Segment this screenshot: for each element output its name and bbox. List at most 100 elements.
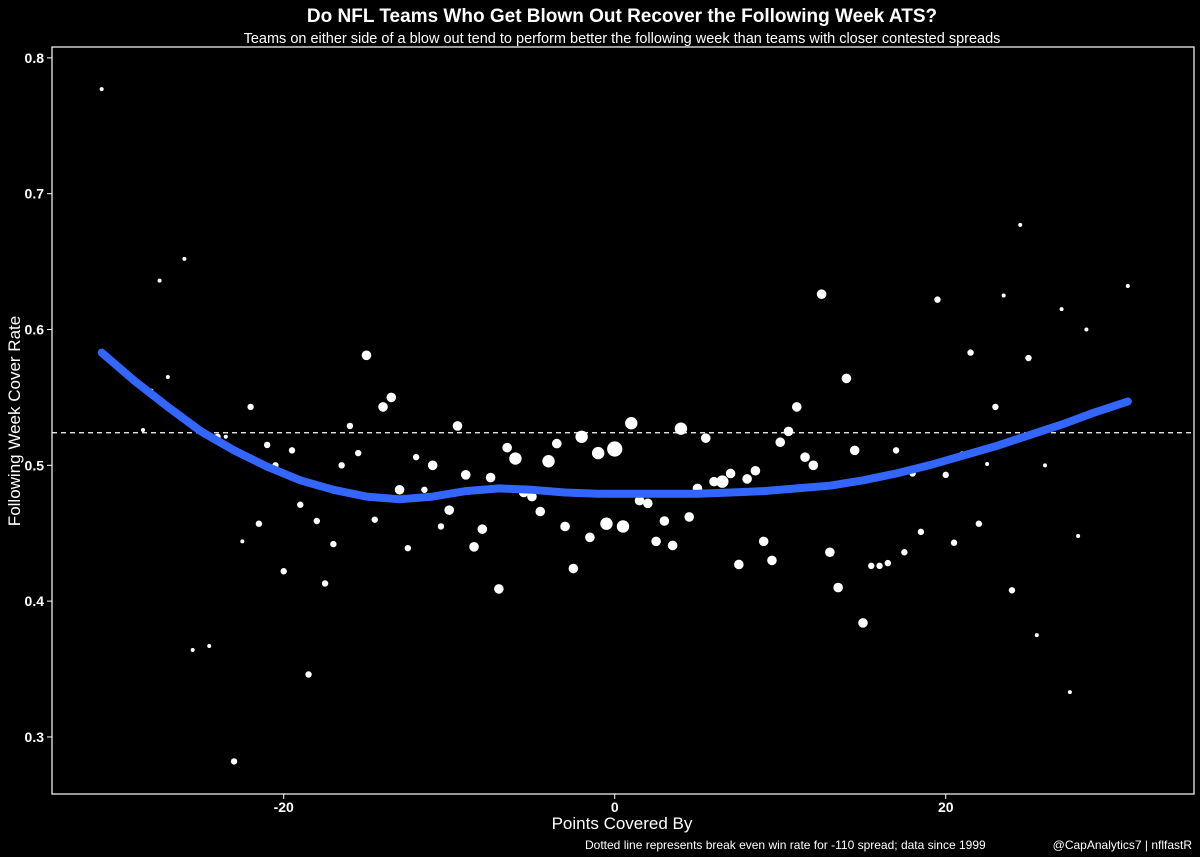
data-point [700, 433, 711, 443]
data-point [288, 447, 296, 454]
caption-credit: @CapAnalytics7 | nflfastR [1053, 838, 1193, 852]
data-point [255, 520, 263, 527]
data-point [421, 486, 428, 493]
plot-panel-border [51, 46, 1195, 795]
data-point [412, 453, 420, 461]
chart-title: Do NFL Teams Who Get Blown Out Recover t… [307, 6, 937, 27]
data-point [659, 516, 670, 526]
data-point [346, 422, 354, 430]
y-tick-label: 0.5 [25, 457, 45, 473]
data-point [767, 555, 777, 566]
data-point [643, 498, 653, 509]
data-point [1059, 307, 1064, 312]
data-point [674, 422, 688, 435]
chart-subtitle: Teams on either side of a blow out tend … [244, 31, 1001, 47]
data-point [437, 523, 445, 530]
data-point [575, 430, 588, 443]
data-point [1067, 690, 1072, 695]
data-point [808, 460, 819, 471]
data-point [542, 455, 555, 468]
data-point [742, 474, 752, 484]
y-tick-label: 0.8 [25, 50, 45, 66]
x-tick-label: 0 [611, 799, 619, 815]
data-point [684, 512, 695, 522]
data-point [404, 544, 412, 552]
y-tick-label: 0.3 [25, 729, 45, 745]
data-point [992, 403, 999, 411]
data-point [444, 505, 455, 515]
data-point [934, 296, 941, 303]
y-tick-label: 0.6 [25, 322, 45, 338]
data-point [758, 536, 769, 547]
x-axis: -20 0 20 [274, 794, 954, 815]
data-point [901, 549, 908, 556]
data-point [975, 520, 983, 527]
data-point [841, 373, 852, 384]
data-point [207, 643, 212, 648]
data-point [452, 421, 463, 431]
data-point [361, 350, 372, 361]
data-point [585, 532, 595, 543]
data-point [985, 461, 990, 466]
data-point [141, 428, 146, 433]
data-point [734, 559, 744, 570]
data-point [485, 472, 496, 483]
data-point [502, 442, 512, 453]
data-point [394, 484, 405, 495]
data-point [783, 426, 794, 437]
data-point [494, 584, 504, 594]
data-point [942, 471, 949, 479]
data-point [868, 562, 875, 570]
data-point [816, 289, 827, 299]
data-point [1076, 533, 1081, 538]
data-point [99, 87, 104, 92]
data-point [1034, 633, 1039, 638]
data-point [157, 278, 162, 283]
data-point [182, 256, 187, 261]
data-point [750, 465, 761, 476]
data-point [460, 470, 471, 480]
data-point [190, 648, 195, 653]
data-point [1025, 354, 1032, 362]
data-point [625, 417, 638, 430]
data-point [469, 542, 479, 552]
data-point [791, 402, 802, 412]
data-point [884, 559, 892, 567]
data-point [858, 618, 868, 628]
data-point [1043, 463, 1048, 468]
data-point [833, 582, 843, 593]
data-point [560, 521, 570, 532]
data-point [297, 501, 304, 508]
data-point [825, 547, 835, 558]
data-point [378, 402, 388, 412]
data-point [305, 671, 312, 678]
data-point [917, 528, 925, 536]
data-point [386, 392, 397, 403]
data-point [165, 375, 170, 380]
data-point [223, 434, 228, 439]
x-tick-label: 20 [938, 799, 954, 815]
y-axis: 0.3 0.4 0.5 0.6 0.7 0.8 [25, 50, 52, 745]
data-point [616, 520, 630, 533]
data-point [280, 568, 287, 575]
smooth-trend-line [97, 348, 1132, 504]
data-point [775, 437, 786, 448]
data-point [634, 495, 645, 506]
data-point [477, 524, 488, 534]
data-point [427, 460, 438, 471]
data-point [1001, 293, 1006, 298]
y-tick-label: 0.7 [25, 186, 45, 202]
data-point [338, 462, 345, 469]
data-point [551, 438, 562, 449]
data-point [509, 452, 522, 465]
data-point [527, 491, 537, 502]
data-point [1125, 284, 1130, 289]
data-point [667, 540, 678, 551]
x-axis-title: Points Covered By [552, 814, 693, 833]
data-point [800, 452, 810, 462]
x-tick-label: -20 [274, 799, 294, 815]
y-tick-label: 0.4 [25, 593, 45, 609]
data-point [1084, 327, 1089, 332]
data-point [240, 539, 245, 544]
